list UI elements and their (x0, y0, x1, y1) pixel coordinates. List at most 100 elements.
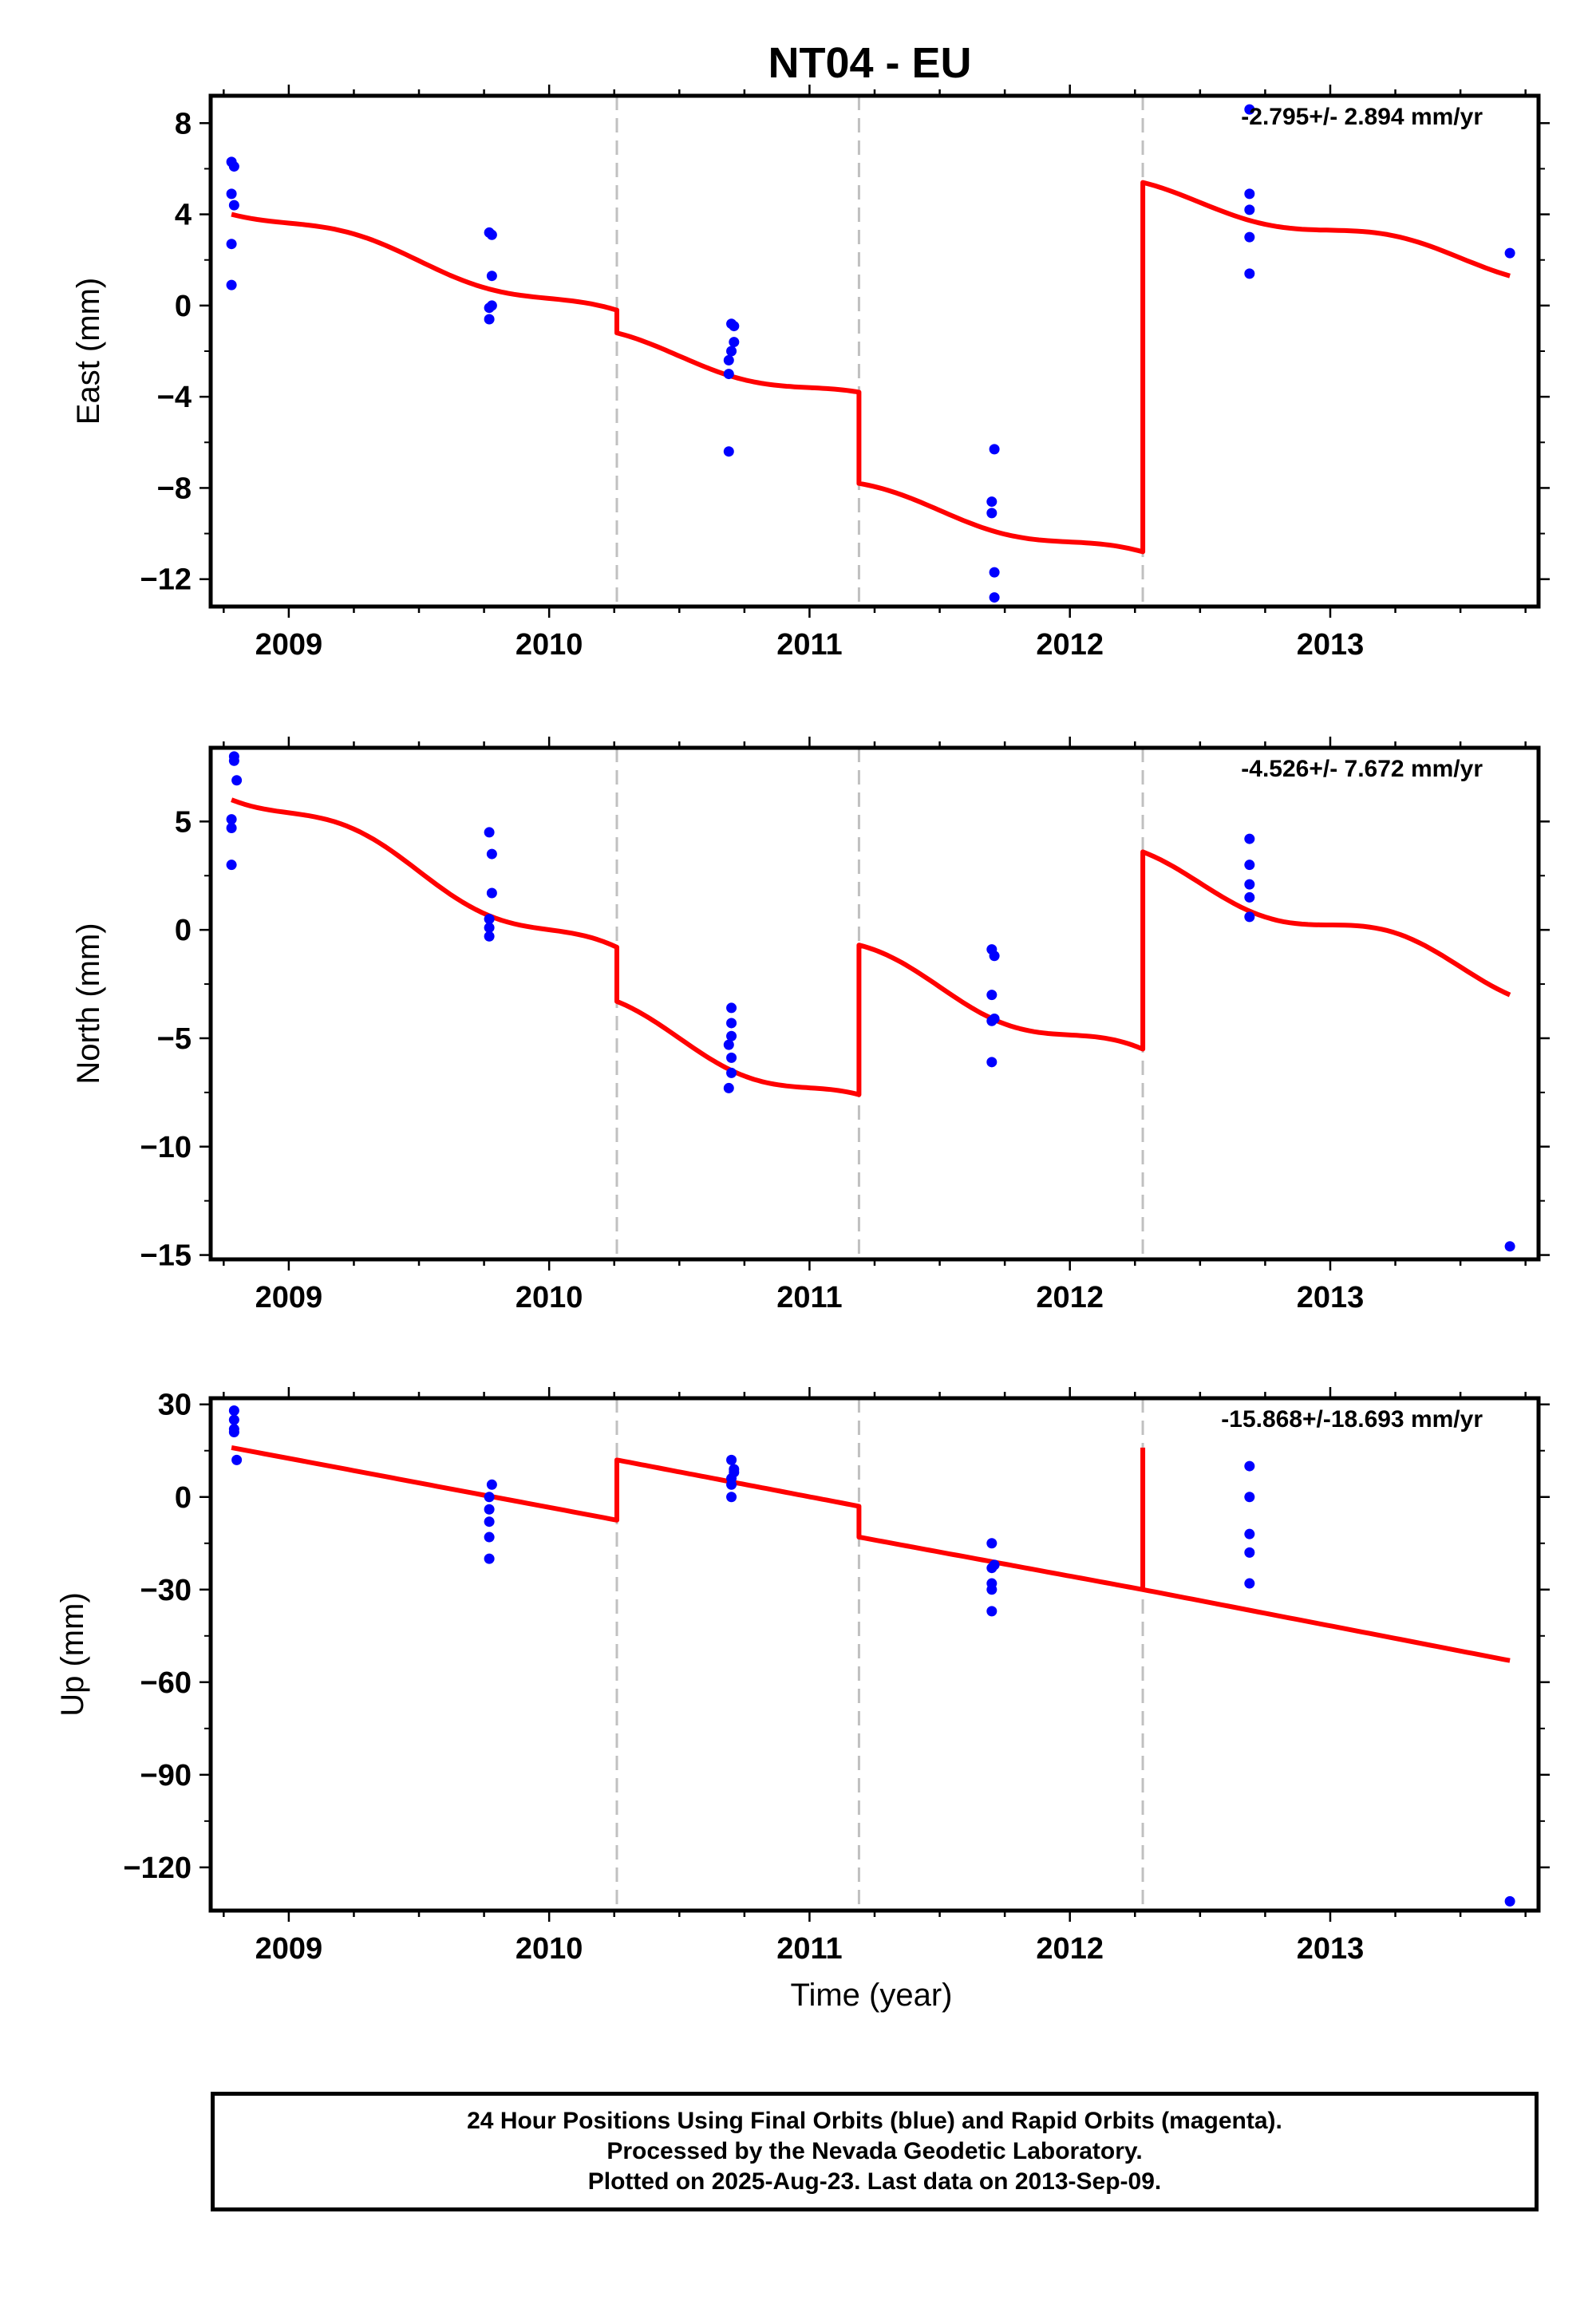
data-point (1244, 104, 1255, 115)
y-tick-label: 0 (175, 290, 192, 323)
rate-annotation: -2.795+/- 2.894 mm/yr (1241, 104, 1483, 130)
data-point (231, 775, 243, 786)
x-tick-label: 2013 (1297, 628, 1365, 662)
model-line (231, 797, 1511, 1097)
data-point (986, 1584, 998, 1595)
plot-frame (208, 745, 1541, 1262)
data-point (484, 314, 495, 325)
data-point (484, 1492, 495, 1503)
panels-group: 2009 2010 2011 2012 2013 −12 −8 −4 0 4 8 East (mm) -… (55, 85, 1550, 1966)
data-point (986, 1563, 998, 1574)
x-tick-label: 2012 (1036, 1281, 1104, 1314)
data-point (228, 1414, 239, 1425)
model-line (231, 180, 1511, 555)
y-tick-label: 8 (175, 107, 192, 140)
data-point (989, 951, 1000, 962)
data-point (726, 1030, 737, 1041)
data-point (1504, 247, 1515, 259)
y-tick-label: −8 (157, 472, 192, 505)
data-point (226, 860, 237, 871)
y-tick-label: −120 (123, 1852, 192, 1885)
x-tick-label: 2010 (516, 1932, 583, 1966)
y-tick-label: −15 (140, 1239, 192, 1273)
data-point (1244, 231, 1255, 243)
x-tick-label: 2009 (255, 1281, 323, 1314)
rate-annotation: -4.526+/- 7.672 mm/yr (1241, 756, 1483, 782)
data-point (484, 1516, 495, 1528)
footer-line-3: Plotted on 2025-Aug-23. Last data on 201… (587, 2168, 1162, 2195)
data-point (1244, 833, 1255, 844)
chart-title: NT04 - EU (768, 39, 971, 87)
x-tick-label: 2010 (516, 628, 583, 662)
y-axis-label: North (mm) (71, 923, 106, 1084)
data-point (231, 1454, 243, 1465)
data-point (1244, 1492, 1255, 1503)
data-point (1244, 268, 1255, 279)
x-tick-label: 2012 (1036, 1932, 1104, 1966)
data-point (226, 188, 237, 200)
data-point (486, 848, 497, 860)
data-point (986, 1606, 998, 1617)
panel-east: 2009 2010 2011 2012 2013 −12 −8 −4 0 4 8 East (mm) -… (71, 85, 1550, 662)
data-point (729, 337, 740, 348)
y-tick-label: −12 (140, 563, 192, 597)
data-point (226, 814, 237, 825)
y-tick-label: 0 (175, 1481, 192, 1515)
y-tick-label: 4 (175, 199, 192, 232)
data-point (228, 1427, 239, 1438)
data-point (484, 827, 495, 838)
data-point (1244, 1460, 1255, 1472)
data-point (484, 922, 495, 933)
data-point (726, 1479, 737, 1490)
panel-north: 2009 2010 2011 2012 2013 −15 −10 −5 0 5 North (mm)… (71, 737, 1550, 1314)
rate-annotation: -15.868+/-18.693 mm/yr (1221, 1406, 1483, 1433)
data-point (1244, 1528, 1255, 1539)
data-point (1244, 879, 1255, 890)
data-point (726, 346, 737, 357)
y-tick-label: −5 (157, 1022, 192, 1056)
data-point (484, 1531, 495, 1543)
data-point (1244, 188, 1255, 200)
y-tick-label: −60 (140, 1666, 192, 1700)
data-point (226, 279, 237, 290)
data-point (228, 755, 239, 766)
y-tick-label: −4 (157, 381, 192, 414)
x-tick-label: 2011 (776, 1281, 842, 1314)
data-point (989, 592, 1000, 603)
data-point (486, 1479, 497, 1490)
data-point (729, 321, 740, 332)
data-point (723, 354, 734, 366)
data-point (484, 914, 495, 925)
data-point (1244, 860, 1255, 871)
data-point (1244, 204, 1255, 215)
data-point (228, 200, 239, 211)
data-point (228, 1405, 239, 1416)
footer-box: 24 Hour Positions Using Final Orbits (bl… (211, 2092, 1539, 2211)
data-point (723, 446, 734, 457)
y-axis-label: Up (mm) (55, 1592, 90, 1717)
x-tick-label: 2011 (776, 628, 842, 662)
y-tick-label: −10 (140, 1131, 192, 1164)
footer-line-1: 24 Hour Positions Using Final Orbits (bl… (467, 2108, 1282, 2134)
data-point (726, 1018, 737, 1029)
data-point (726, 1052, 737, 1063)
x-tick-label: 2012 (1036, 628, 1104, 662)
data-point (1244, 1578, 1255, 1589)
data-point (1244, 891, 1255, 903)
data-point (486, 887, 497, 899)
model-line (231, 1445, 1511, 1663)
x-tick-label: 2009 (255, 1932, 323, 1966)
data-point (228, 161, 239, 172)
data-point (989, 444, 1000, 455)
data-point (484, 302, 495, 314)
y-axis-label: East (mm) (71, 278, 106, 425)
data-point (1504, 1241, 1515, 1252)
data-point (1244, 911, 1255, 923)
y-tick-label: 5 (175, 805, 192, 839)
data-point (723, 369, 734, 380)
x-tick-label: 2011 (776, 1932, 842, 1966)
data-point (726, 1002, 737, 1014)
data-point (1504, 1895, 1515, 1907)
data-point (484, 931, 495, 942)
data-point (723, 1082, 734, 1093)
